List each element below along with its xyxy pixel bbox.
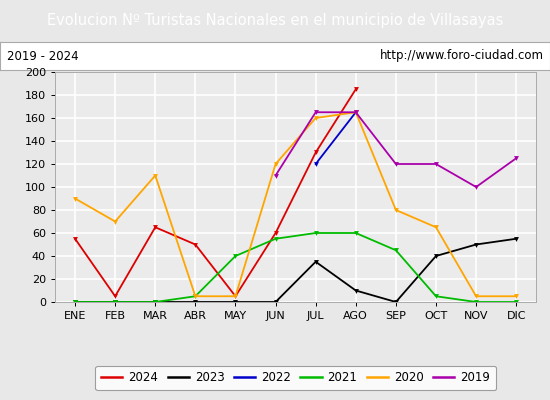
Text: Evolucion Nº Turistas Nacionales en el municipio de Villasayas: Evolucion Nº Turistas Nacionales en el m… [47,14,503,28]
Text: 2019 - 2024: 2019 - 2024 [7,50,78,62]
Text: http://www.foro-ciudad.com: http://www.foro-ciudad.com [379,50,543,62]
Legend: 2024, 2023, 2022, 2021, 2020, 2019: 2024, 2023, 2022, 2021, 2020, 2019 [95,366,496,390]
